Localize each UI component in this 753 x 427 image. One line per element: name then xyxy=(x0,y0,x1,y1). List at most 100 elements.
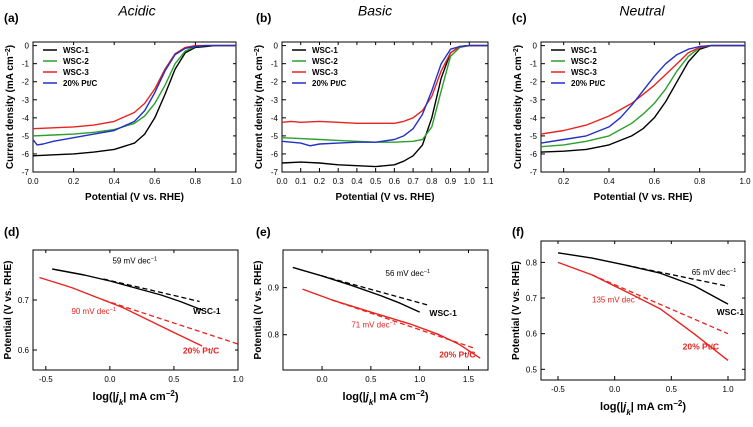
x-tick-label: 0.5 xyxy=(666,385,678,394)
annotation: 71 mV dec−1 xyxy=(351,321,396,330)
panel-label: (d) xyxy=(4,225,19,239)
y-axis-label: Potential (V vs. RHE) xyxy=(253,261,264,360)
x-axis-label: Potential (V vs. RHE) xyxy=(336,192,435,203)
y-tick-label: -5 xyxy=(22,132,30,141)
x-tick-label: 0.5 xyxy=(365,375,377,384)
x-tick-label: 1.0 xyxy=(232,375,244,384)
x-tick-label: 0.7 xyxy=(408,177,420,186)
x-tick-label: 0.0 xyxy=(276,177,288,186)
legend-entry: 20% Pt/C xyxy=(571,79,605,88)
x-axis-label: log(|jk| mA cm−2) xyxy=(93,389,179,407)
x-tick-label: -0.5 xyxy=(39,375,53,384)
series-line-20-pt-c xyxy=(557,261,729,361)
x-tick-label: 0.5 xyxy=(168,375,180,384)
x-tick-label: 0.0 xyxy=(104,375,116,384)
series-line-wsc-1-tafel-fit xyxy=(625,264,729,287)
y-tick-label: -7 xyxy=(530,168,538,177)
plot-frame xyxy=(281,41,489,173)
y-tick-label: -1 xyxy=(530,60,538,69)
x-tick-label: 0.6 xyxy=(389,177,401,186)
y-tick-label: 0.8 xyxy=(268,331,280,340)
y-tick-label: -7 xyxy=(271,168,279,177)
chart-panel-f: (f) -0.5 0.0 0.5 1.0 0.5 0.6 0.7 0.8 log(|jk| mA … xyxy=(511,225,746,417)
y-tick-label: -6 xyxy=(271,150,279,159)
annotation: 65 mV dec−1 xyxy=(692,268,737,277)
x-tick-label: 1.0 xyxy=(739,177,751,186)
y-axis-label: Potential (V vs. RHE) xyxy=(3,261,14,360)
legend-entry: WSC-1 xyxy=(571,46,597,55)
y-tick-label: -3 xyxy=(22,96,30,105)
annotation: 56 mV dec−1 xyxy=(386,269,431,278)
annotation: 20% Pt/C xyxy=(439,349,475,359)
y-tick-label: -6 xyxy=(22,150,30,159)
annotation: 20% Pt/C xyxy=(683,342,719,352)
y-tick-label: -4 xyxy=(271,114,279,123)
x-tick-label: 0.9 xyxy=(445,177,457,186)
x-tick-label: 1.0 xyxy=(230,177,242,186)
x-tick-label: 0.8 xyxy=(190,177,202,186)
y-tick-label: -5 xyxy=(271,132,279,141)
y-tick-label: 0 xyxy=(274,42,279,51)
x-tick-label: 0.8 xyxy=(694,177,706,186)
y-tick-label: 0.5 xyxy=(526,365,538,374)
x-tick-label: 0.5 xyxy=(370,177,382,186)
plot-frame xyxy=(32,41,237,173)
x-axis-label: log(|jk| mA cm−2) xyxy=(600,399,686,417)
x-tick-label: 0.1 xyxy=(295,177,307,186)
series-line-20-pt-c-tafel-fit xyxy=(331,299,474,349)
annotation: 59 mV dec−1 xyxy=(112,257,157,266)
panel-label: (e) xyxy=(256,225,271,239)
chart-panel-c: Neutral (c) 0.2 0.4 0.6 0.8 1.0 0 -1 -2 -3 -4 -5 -6 -7… xyxy=(512,3,751,203)
x-tick-label: 0.0 xyxy=(27,177,39,186)
series-line-wsc-1-tafel-fit xyxy=(321,275,430,307)
x-tick-label: 0.0 xyxy=(609,385,621,394)
x-tick-label: 1.0 xyxy=(722,385,734,394)
chart-panel-e: (e) 0.0 0.5 1.0 1.5 0.8 0.9 log(|jk| mA cm−2) Po… xyxy=(253,225,489,407)
legend-entry: WSC-3 xyxy=(571,68,597,77)
column-title: Basic xyxy=(358,3,392,19)
annotation: 135 mV dec−1 xyxy=(592,295,641,304)
chart-panel-b: Basic (b) 0.0 0.1 0.2 0.3 0.4 0.5 0.6 0.7 0.8 0.9 1.… xyxy=(254,3,495,203)
y-tick-label: -7 xyxy=(22,168,30,177)
panel-label: (a) xyxy=(4,11,19,25)
x-tick-label: 0.3 xyxy=(333,177,345,186)
annotation: WSC-1 xyxy=(429,308,457,318)
y-tick-label: 0.9 xyxy=(268,284,280,293)
y-tick-label: 0.6 xyxy=(526,330,538,339)
x-tick-label: 1.0 xyxy=(414,375,426,384)
x-tick-label: -0.5 xyxy=(551,385,565,394)
legend-entry: WSC-2 xyxy=(63,57,89,66)
legend-entry: WSC-3 xyxy=(63,68,89,77)
annotation: 90 mV dec−1 xyxy=(71,307,116,316)
plot-frame xyxy=(282,249,489,371)
y-tick-label: 0.7 xyxy=(526,294,538,303)
x-tick-label: 0.0 xyxy=(316,375,328,384)
y-tick-label: 0.7 xyxy=(18,296,30,305)
panel-label: (b) xyxy=(256,11,271,25)
series-line-20-pt-c xyxy=(540,44,745,144)
legend-entry: WSC-3 xyxy=(312,68,338,77)
y-tick-label: -3 xyxy=(271,96,279,105)
panel-label: (c) xyxy=(512,11,527,25)
legend-entry: 20% Pt/C xyxy=(63,79,97,88)
y-tick-label: 0 xyxy=(25,42,30,51)
y-tick-label: 0 xyxy=(533,42,538,51)
x-tick-label: 0.6 xyxy=(649,177,661,186)
x-tick-label: 0.4 xyxy=(351,177,363,186)
x-axis-label: Potential (V vs. RHE) xyxy=(85,192,184,203)
column-title: Acidic xyxy=(117,3,155,19)
y-axis-label: Potential (V vs. RHE) xyxy=(511,261,522,360)
y-tick-label: -6 xyxy=(530,150,538,159)
x-tick-label: 1.0 xyxy=(464,177,476,186)
y-tick-label: -2 xyxy=(271,78,279,87)
legend-entry: WSC-2 xyxy=(571,57,597,66)
series-line-20-pt-c xyxy=(32,44,236,146)
series-line-20-pt-c-tafel-fit xyxy=(591,274,729,335)
x-axis-label: log(|jk| mA cm−2) xyxy=(343,389,429,407)
x-tick-label: 0.2 xyxy=(68,177,80,186)
column-title: Neutral xyxy=(619,3,665,19)
x-axis-label: Potential (V vs. RHE) xyxy=(594,192,693,203)
y-tick-label: 0.8 xyxy=(526,258,538,267)
annotation: 20% Pt/C xyxy=(183,346,219,356)
